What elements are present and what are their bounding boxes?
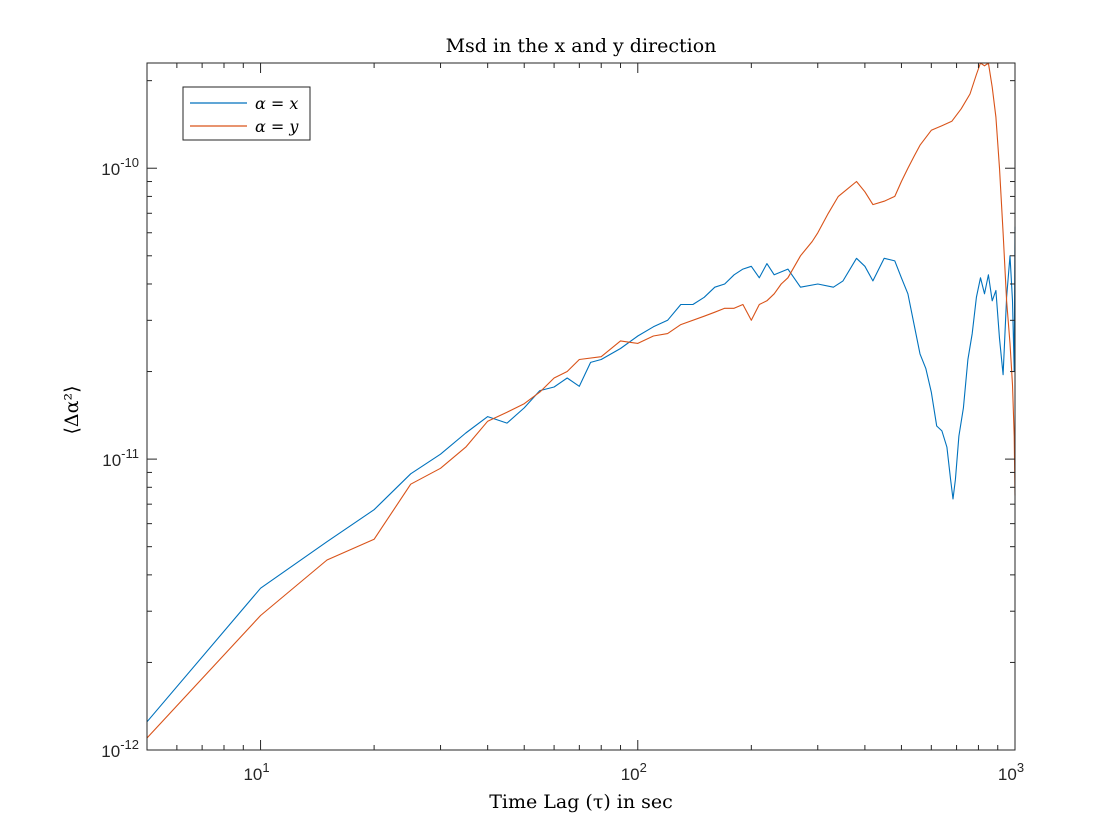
series-line-1 bbox=[146, 62, 1016, 739]
y-tick-label: 10-11 bbox=[102, 446, 139, 470]
legend: α = x α = y bbox=[182, 86, 311, 141]
x-tick-label: 101 bbox=[243, 760, 269, 784]
legend-label-x: α = x bbox=[255, 94, 298, 113]
legend-box bbox=[182, 86, 311, 141]
y-tick-label: 10-12 bbox=[101, 737, 139, 761]
x-tick-label: 103 bbox=[998, 760, 1024, 784]
x-tick-label: 102 bbox=[621, 760, 647, 784]
y-axis-label: ⟨Δα²⟩ bbox=[61, 386, 83, 435]
series-layer bbox=[146, 62, 1016, 739]
legend-label-y: α = y bbox=[255, 117, 299, 136]
series-line-0 bbox=[146, 226, 1016, 723]
chart-title: Msd in the x and y direction bbox=[446, 35, 717, 57]
y-tick-label: 10-10 bbox=[101, 155, 139, 179]
ticks-layer: 101 102 103 10-12 10-11 10-10 bbox=[101, 63, 1024, 784]
x-axis-label: Time Lag (τ) in sec bbox=[489, 791, 673, 813]
plot-box bbox=[146, 62, 1016, 751]
